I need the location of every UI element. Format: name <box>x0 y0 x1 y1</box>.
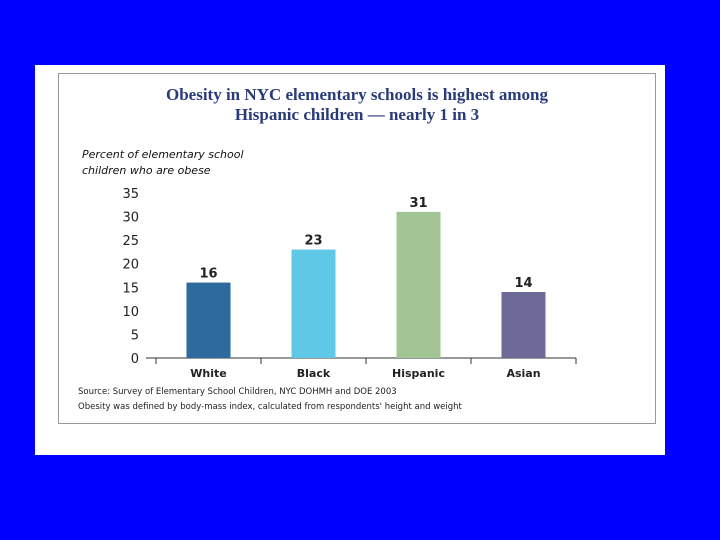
bar-hispanic <box>396 211 441 358</box>
y-tick-label: 5 <box>131 328 139 343</box>
y-tick-label: 25 <box>122 234 139 249</box>
chart-title-line-2: Hispanic children — nearly 1 in 3 <box>235 105 479 124</box>
source-note: Source: Survey of Elementary School Chil… <box>78 387 397 397</box>
definition-note: Obesity was defined by body-mass index, … <box>78 402 463 412</box>
data-label-black: 23 <box>304 234 322 249</box>
chart-title-line-1: Obesity in NYC elementary schools is hig… <box>166 85 549 104</box>
y-tick-label: 35 <box>122 187 139 202</box>
data-label-white: 16 <box>199 267 217 282</box>
data-label-hispanic: 31 <box>409 196 427 211</box>
category-label-black: Black <box>297 367 331 380</box>
bar-black <box>291 249 336 358</box>
y-tick-label: 30 <box>122 211 139 226</box>
category-label-hispanic: Hispanic <box>392 367 445 380</box>
bar-white <box>186 282 231 358</box>
category-label-white: White <box>190 367 226 380</box>
y-tick-label: 0 <box>131 352 139 367</box>
y-tick-label: 10 <box>122 305 139 320</box>
y-axis-label-line-1: Percent of elementary school <box>82 148 244 161</box>
data-label-asian: 14 <box>514 276 532 291</box>
bar-chart: Obesity in NYC elementary schools is hig… <box>78 85 577 412</box>
y-tick-label: 20 <box>122 258 139 273</box>
plot-area: 0 5 10 15 20 25 30 35 16 White 23 Black 31 Hispanic 14… <box>122 187 577 380</box>
y-axis-label-line-2: children who are obese <box>82 164 211 177</box>
chart-frame: Obesity in NYC elementary schools is hig… <box>58 73 656 424</box>
y-tick-label: 15 <box>122 281 139 296</box>
category-label-asian: Asian <box>506 367 540 380</box>
bar-asian <box>501 292 546 358</box>
